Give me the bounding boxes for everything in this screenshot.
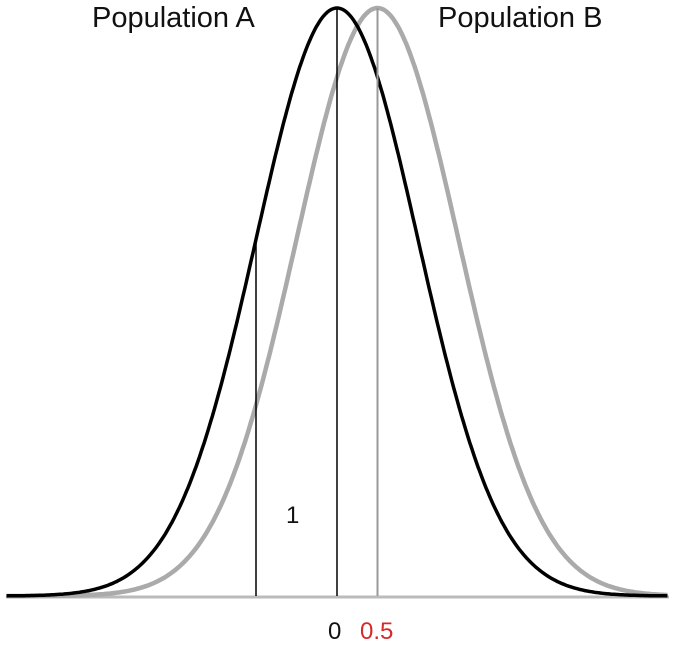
tick-zero: 0 bbox=[328, 618, 342, 645]
sd-label: 1 bbox=[286, 502, 300, 529]
tick-half: 0.5 bbox=[360, 618, 394, 645]
population-b-label: Population B bbox=[438, 2, 603, 34]
population-a-label: Population A bbox=[92, 2, 255, 34]
